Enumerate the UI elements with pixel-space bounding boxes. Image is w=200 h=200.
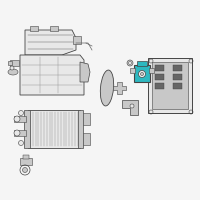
- Bar: [83, 133, 90, 145]
- Bar: [28, 110, 80, 148]
- Bar: [83, 113, 90, 125]
- Bar: [23, 155, 29, 159]
- Bar: [130, 68, 135, 73]
- Bar: [152, 62, 188, 109]
- Bar: [14, 116, 26, 122]
- Bar: [73, 36, 81, 44]
- Bar: [24, 110, 30, 148]
- Bar: [173, 83, 182, 89]
- Circle shape: [18, 140, 24, 146]
- Circle shape: [14, 116, 20, 122]
- Ellipse shape: [100, 70, 114, 106]
- Polygon shape: [80, 62, 90, 82]
- Polygon shape: [113, 82, 126, 94]
- Bar: [20, 158, 32, 165]
- Bar: [78, 110, 83, 148]
- Polygon shape: [20, 55, 84, 95]
- Circle shape: [18, 110, 24, 116]
- Circle shape: [10, 66, 14, 70]
- Polygon shape: [25, 30, 76, 55]
- Circle shape: [128, 62, 132, 64]
- Bar: [155, 74, 164, 80]
- Bar: [149, 68, 154, 73]
- Bar: [10, 60, 19, 66]
- Circle shape: [130, 104, 134, 108]
- Bar: [8, 61, 12, 65]
- Bar: [148, 58, 192, 113]
- Bar: [134, 65, 150, 82]
- Circle shape: [14, 130, 20, 136]
- Bar: [30, 26, 38, 31]
- Bar: [137, 61, 147, 66]
- Bar: [173, 65, 182, 71]
- Bar: [155, 83, 164, 89]
- Bar: [50, 26, 58, 31]
- Bar: [173, 74, 182, 80]
- Circle shape: [138, 71, 146, 77]
- Circle shape: [140, 72, 144, 75]
- Ellipse shape: [8, 69, 18, 75]
- Bar: [14, 130, 26, 136]
- Bar: [155, 65, 164, 71]
- Circle shape: [22, 168, 28, 172]
- Circle shape: [127, 60, 133, 66]
- Polygon shape: [122, 100, 138, 115]
